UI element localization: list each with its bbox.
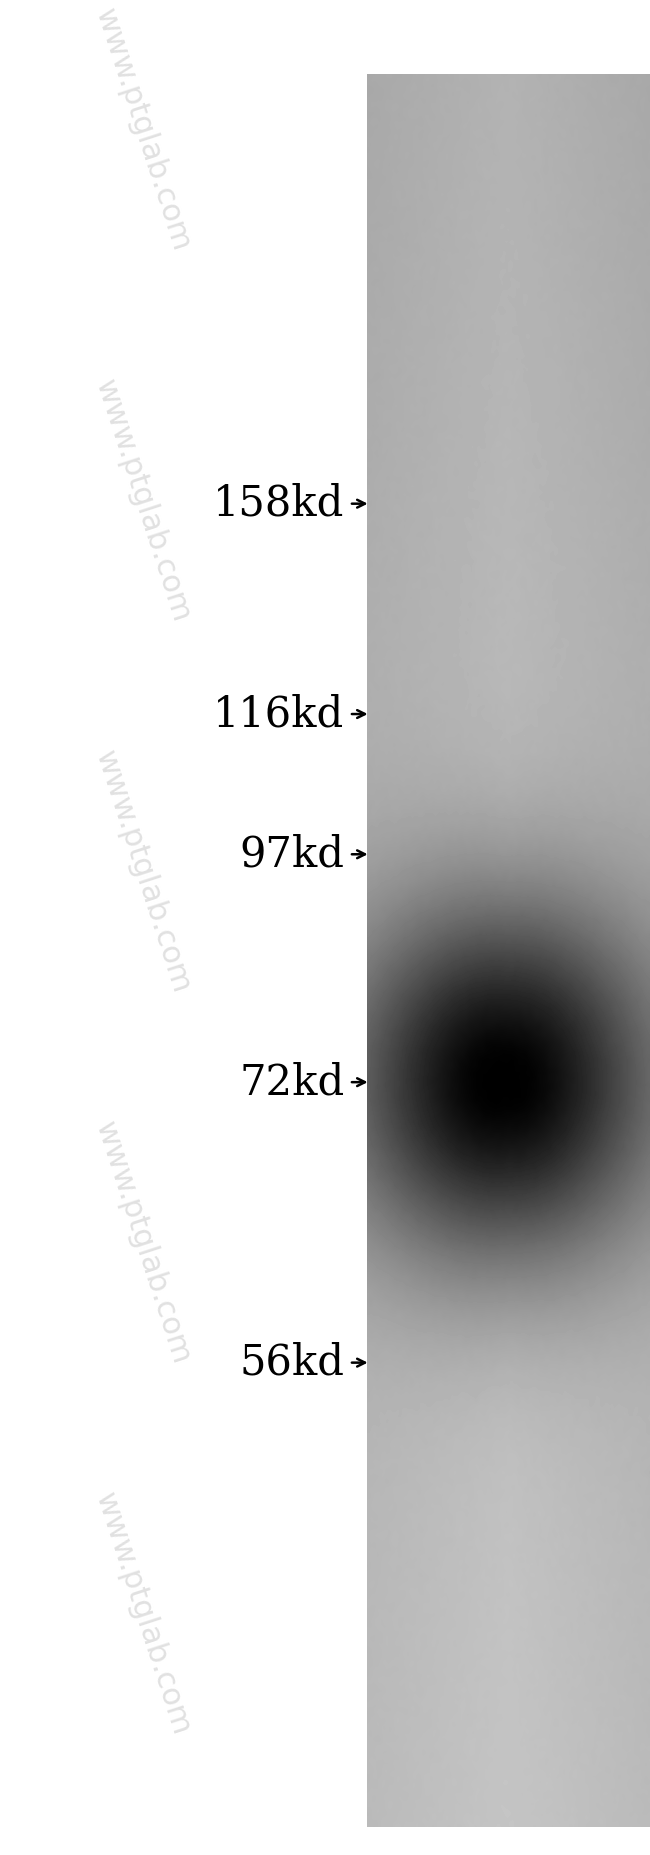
Text: 72kd: 72kd (239, 1061, 344, 1104)
Text: www.ptglab.com: www.ptglab.com (90, 6, 196, 254)
Text: 116kd: 116kd (213, 694, 344, 735)
Text: www.ptglab.com: www.ptglab.com (90, 377, 196, 625)
Text: 158kd: 158kd (213, 482, 344, 525)
Text: www.ptglab.com: www.ptglab.com (90, 1490, 196, 1738)
Text: 56kd: 56kd (239, 1341, 344, 1384)
Text: www.ptglab.com: www.ptglab.com (90, 1119, 196, 1367)
Text: www.ptglab.com: www.ptglab.com (90, 748, 196, 996)
Text: 97kd: 97kd (239, 833, 344, 876)
